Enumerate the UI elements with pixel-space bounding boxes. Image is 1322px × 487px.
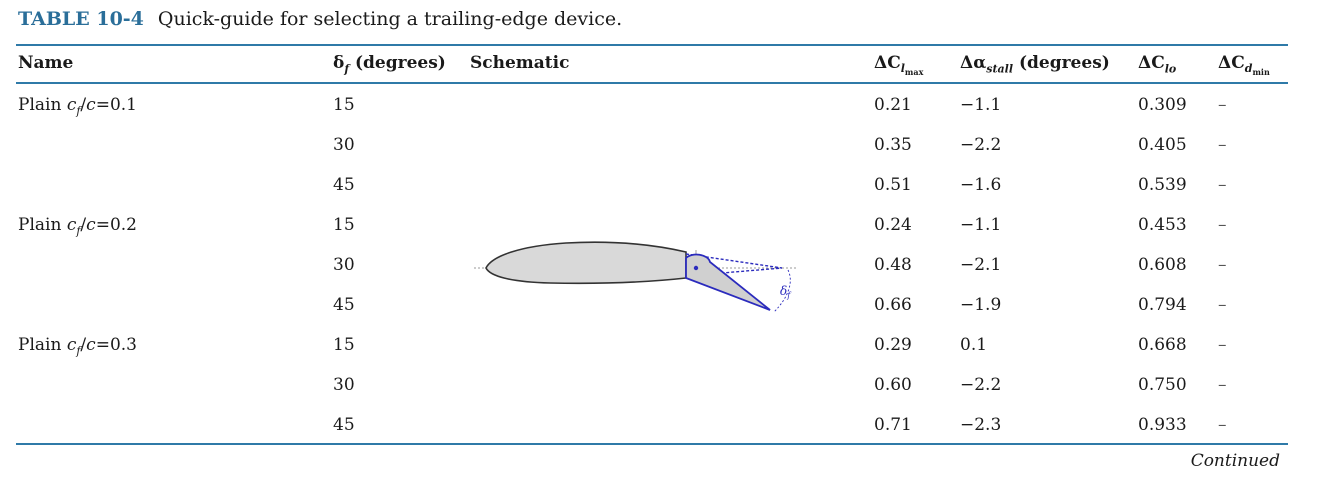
hinge-point-icon bbox=[693, 265, 699, 271]
cell-deflection: 15 bbox=[333, 215, 355, 235]
cell-deflection: 30 bbox=[333, 135, 355, 155]
cell-delta-alpha: −2.2 bbox=[960, 135, 1002, 155]
cell-delta-alpha: −1.1 bbox=[960, 215, 1002, 235]
group-name: Plain cf/c=0.3 bbox=[18, 335, 137, 358]
cell-delta-cdmin: – bbox=[1218, 295, 1227, 315]
cell-delta-clmax: 0.51 bbox=[874, 175, 912, 195]
cell-delta-alpha: −2.3 bbox=[960, 415, 1002, 435]
cell-delta-alpha: −1.1 bbox=[960, 95, 1002, 115]
header-flap-deflection: δf (degrees) bbox=[333, 53, 446, 76]
cell-delta-clmax: 0.29 bbox=[874, 335, 912, 355]
cell-delta-clo: 0.608 bbox=[1138, 255, 1187, 275]
cell-delta-clo: 0.794 bbox=[1138, 295, 1187, 315]
cell-delta-clmax: 0.66 bbox=[874, 295, 912, 315]
cell-deflection: 15 bbox=[333, 335, 355, 355]
table-title: Quick-guide for selecting a trailing-edg… bbox=[157, 8, 623, 30]
cell-delta-cdmin: – bbox=[1218, 255, 1227, 275]
cell-delta-clo: 0.539 bbox=[1138, 175, 1187, 195]
cell-deflection: 45 bbox=[333, 415, 355, 435]
header-delta-clmax: ΔClmax bbox=[874, 53, 924, 78]
bottom-rule bbox=[16, 443, 1288, 445]
cell-deflection: 45 bbox=[333, 175, 355, 195]
cell-delta-cdmin: – bbox=[1218, 175, 1227, 195]
cell-delta-clmax: 0.60 bbox=[874, 375, 912, 395]
cell-delta-clo: 0.453 bbox=[1138, 215, 1187, 235]
cell-delta-clmax: 0.71 bbox=[874, 415, 912, 435]
cell-delta-clo: 0.668 bbox=[1138, 335, 1187, 355]
deflection-angle-label: δf bbox=[780, 284, 792, 300]
header-delta-clo: ΔClo bbox=[1138, 53, 1177, 76]
group-name: Plain cf/c=0.1 bbox=[18, 95, 137, 118]
cell-delta-alpha: −1.6 bbox=[960, 175, 1002, 195]
deflection-angle-arc bbox=[773, 269, 791, 313]
cell-delta-alpha: 0.1 bbox=[960, 335, 988, 355]
cell-delta-clo: 0.309 bbox=[1138, 95, 1187, 115]
cell-delta-clo: 0.405 bbox=[1138, 135, 1187, 155]
cell-delta-clo: 0.750 bbox=[1138, 375, 1187, 395]
table-caption: TABLE 10-4 Quick-guide for selecting a tr… bbox=[18, 8, 622, 30]
cell-delta-clmax: 0.21 bbox=[874, 95, 912, 115]
cell-delta-clo: 0.933 bbox=[1138, 415, 1187, 435]
cell-delta-cdmin: – bbox=[1218, 215, 1227, 235]
header-delta-alpha-stall: Δαstall (degrees) bbox=[960, 53, 1110, 76]
cell-deflection: 45 bbox=[333, 295, 355, 315]
cell-delta-cdmin: – bbox=[1218, 375, 1227, 395]
cell-delta-clmax: 0.48 bbox=[874, 255, 912, 275]
header-delta-cdmin: ΔCdmin bbox=[1218, 53, 1270, 78]
header-name: Name bbox=[18, 53, 74, 73]
cell-deflection: 30 bbox=[333, 375, 355, 395]
cell-deflection: 15 bbox=[333, 95, 355, 115]
header-rule bbox=[16, 82, 1288, 84]
cell-delta-alpha: −2.2 bbox=[960, 375, 1002, 395]
airfoil-main-body bbox=[485, 241, 687, 285]
group-name: Plain cf/c=0.2 bbox=[18, 215, 137, 238]
top-rule bbox=[16, 44, 1288, 46]
header-schematic: Schematic bbox=[470, 53, 570, 73]
continued-note: Continued bbox=[1190, 451, 1280, 471]
cell-delta-clmax: 0.35 bbox=[874, 135, 912, 155]
cell-deflection: 30 bbox=[333, 255, 355, 275]
cell-delta-alpha: −1.9 bbox=[960, 295, 1002, 315]
cell-delta-clmax: 0.24 bbox=[874, 215, 912, 235]
table-number: TABLE 10-4 bbox=[18, 8, 144, 30]
cell-delta-alpha: −2.1 bbox=[960, 255, 1002, 275]
cell-delta-cdmin: – bbox=[1218, 135, 1227, 155]
cell-delta-cdmin: – bbox=[1218, 95, 1227, 115]
deflected-flap bbox=[685, 253, 771, 311]
cell-delta-cdmin: – bbox=[1218, 335, 1227, 355]
plain-flap-schematic: δf bbox=[474, 241, 796, 313]
cell-delta-cdmin: – bbox=[1218, 415, 1227, 435]
